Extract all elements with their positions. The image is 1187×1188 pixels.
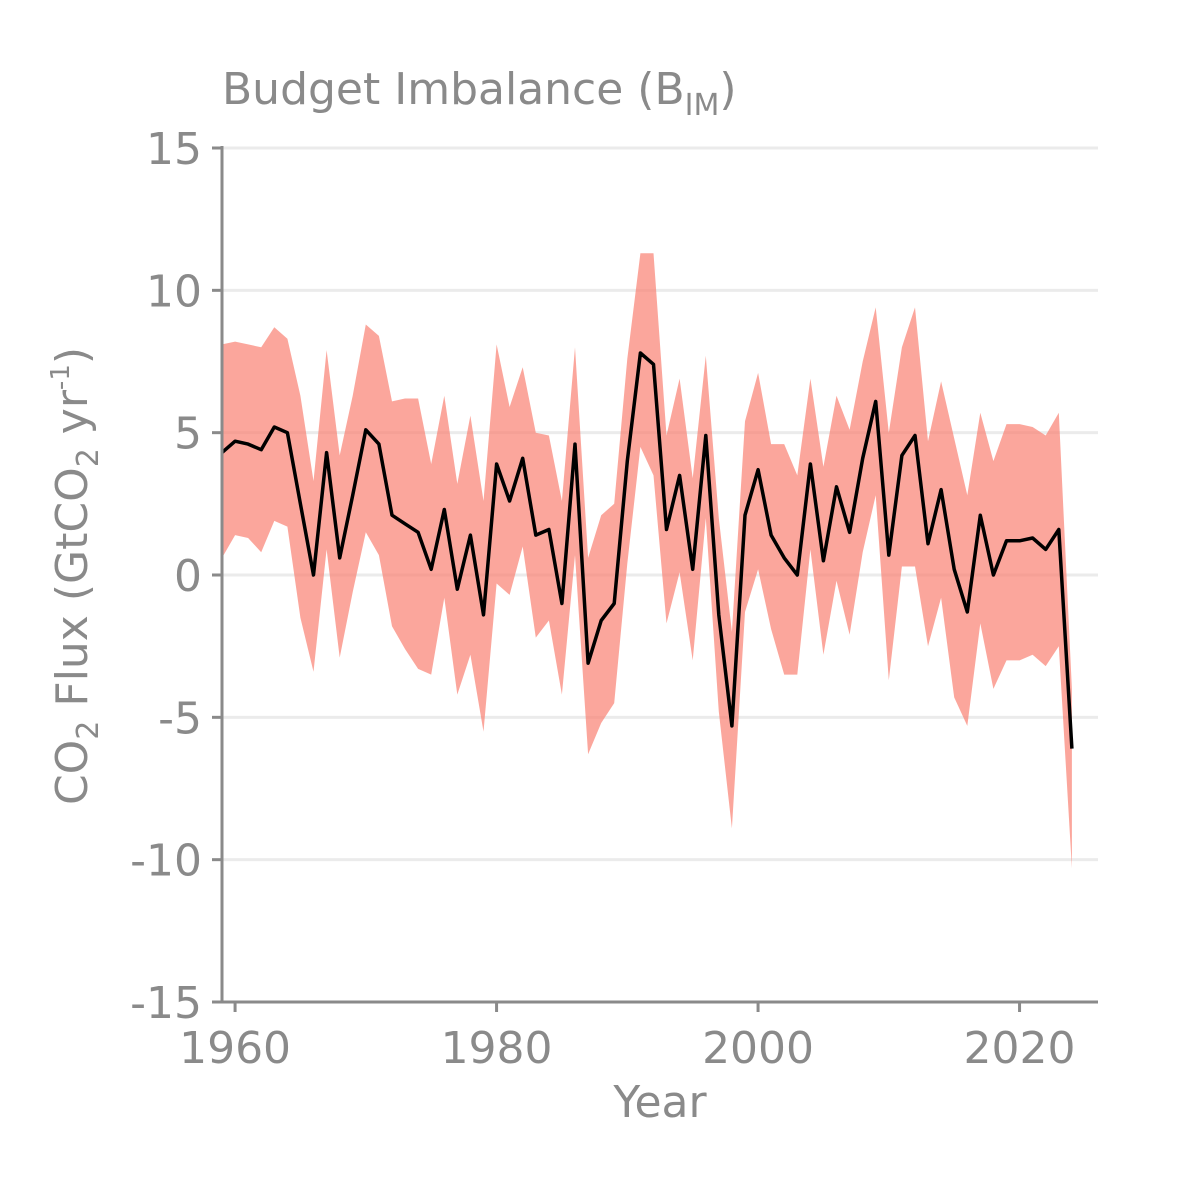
data-point <box>260 448 263 451</box>
data-point <box>521 457 524 460</box>
data-point <box>704 434 707 437</box>
data-point <box>273 425 276 428</box>
y-tick-label: -5 <box>158 693 202 744</box>
data-point <box>756 468 759 471</box>
data-point <box>482 613 485 616</box>
data-point <box>626 460 629 463</box>
data-point <box>247 442 250 445</box>
x-tick-label: 2000 <box>702 1023 814 1074</box>
y-tick-label: -15 <box>130 978 202 1029</box>
data-point <box>887 553 890 556</box>
data-point <box>926 542 929 545</box>
data-point <box>822 559 825 562</box>
data-point <box>900 454 903 457</box>
y-axis-title-part: ) <box>47 347 98 364</box>
chart-title: Budget Imbalance (BIM) <box>222 64 737 123</box>
data-point <box>233 440 236 443</box>
data-point <box>639 351 642 354</box>
data-point <box>338 556 341 559</box>
data-point <box>351 494 354 497</box>
data-point <box>417 531 420 534</box>
x-tick-label: 1960 <box>179 1023 291 1074</box>
data-point <box>1018 539 1021 542</box>
data-point <box>508 499 511 502</box>
data-point <box>547 528 550 531</box>
data-point <box>966 610 969 613</box>
data-point <box>992 573 995 576</box>
data-point <box>286 431 289 434</box>
data-point <box>691 568 694 571</box>
data-point <box>299 502 302 505</box>
data-point <box>953 568 956 571</box>
x-axis-title: Year <box>612 1077 707 1128</box>
data-point <box>1044 548 1047 551</box>
y-axis-title-subscript: 2 <box>71 448 106 467</box>
data-point <box>600 619 603 622</box>
data-point <box>495 462 498 465</box>
data-point <box>534 534 537 537</box>
data-point <box>913 434 916 437</box>
data-point <box>874 400 877 403</box>
y-axis-ticks: 15 10 5 0 -5 -10 -15 <box>130 124 222 1029</box>
data-point <box>1031 536 1034 539</box>
data-point <box>364 428 367 431</box>
chart-title-main: Budget Imbalance (B <box>222 64 685 115</box>
y-tick-label: 0 <box>174 551 202 602</box>
data-point <box>377 442 380 445</box>
data-point <box>848 531 851 534</box>
data-point <box>613 602 616 605</box>
y-axis-title-part: Flux (GtCO <box>47 467 98 720</box>
y-axis-title: CO2 Flux (GtCO2 yr-1) <box>46 347 106 805</box>
data-point <box>678 474 681 477</box>
data-point <box>456 588 459 591</box>
y-axis-title-part: CO <box>47 740 98 805</box>
data-point <box>390 514 393 517</box>
data-point <box>586 662 589 665</box>
y-axis-title-superscript: -1 <box>46 364 76 390</box>
chart-title-subscript: IM <box>685 88 720 123</box>
data-point <box>809 462 812 465</box>
data-point <box>835 485 838 488</box>
data-point <box>325 451 328 454</box>
data-point <box>1057 528 1060 531</box>
y-tick-label: 15 <box>146 124 202 175</box>
data-point <box>1005 539 1008 542</box>
x-tick-label: 1980 <box>441 1023 553 1074</box>
data-point <box>560 602 563 605</box>
data-point <box>652 363 655 366</box>
imbalance-series-line <box>220 351 1074 749</box>
x-axis-ticks: 1960 1980 2000 2020 <box>179 1002 1076 1074</box>
data-point <box>979 514 982 517</box>
data-point <box>1070 747 1073 750</box>
uncertainty-band <box>222 253 1072 869</box>
data-point <box>312 573 315 576</box>
data-point <box>573 442 576 445</box>
data-point <box>861 457 864 460</box>
data-point <box>665 528 668 531</box>
y-axis-title-subscript: 2 <box>71 721 106 740</box>
data-point <box>770 534 773 537</box>
y-axis-title-part: yr <box>47 389 98 448</box>
data-point <box>430 568 433 571</box>
chart-title-close: ) <box>719 64 736 115</box>
data-point <box>940 488 943 491</box>
y-tick-label: 5 <box>174 409 202 460</box>
data-point <box>743 514 746 517</box>
y-tick-label: 10 <box>146 266 202 317</box>
data-point <box>469 534 472 537</box>
x-tick-label: 2020 <box>964 1023 1076 1074</box>
data-point <box>730 724 733 727</box>
y-tick-label: -10 <box>130 836 202 887</box>
data-point <box>796 573 799 576</box>
data-point <box>717 613 720 616</box>
data-point <box>403 522 406 525</box>
data-point <box>783 556 786 559</box>
data-point <box>443 508 446 511</box>
